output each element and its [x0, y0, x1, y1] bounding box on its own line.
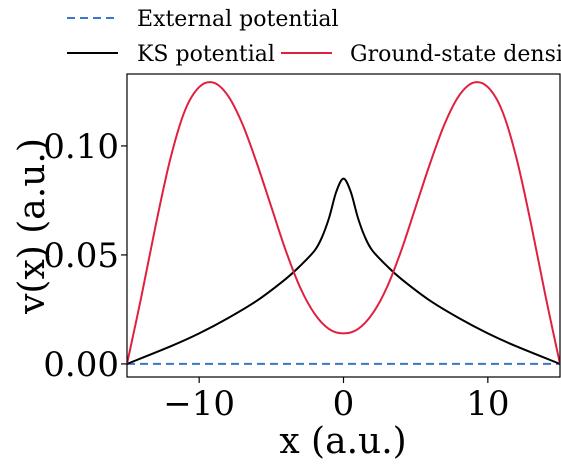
- x-axis-ticks: −10 0 10: [163, 377, 509, 424]
- x-tick-label: 0: [333, 384, 355, 424]
- legend: External potential KS potential Ground-s…: [67, 7, 561, 67]
- y-axis-ticks: 0.00 0.05 0.10: [43, 127, 127, 385]
- y-tick-label: 0.05: [43, 236, 119, 276]
- series-ground-state-density: [127, 81, 560, 365]
- y-tick-label: 0.00: [43, 345, 119, 385]
- legend-label-ground-state-density: Ground-state density: [350, 42, 561, 67]
- series-ks-potential: [127, 177, 560, 365]
- x-axis-label: x (a.u.): [279, 421, 406, 462]
- plot-frame: [126, 73, 561, 378]
- legend-label-ks-potential: KS potential: [137, 42, 275, 67]
- x-tick-label: −10: [163, 384, 235, 424]
- x-tick-label: 10: [466, 384, 509, 424]
- y-axis-label: v(x) (a.u.): [12, 138, 53, 315]
- y-tick-label: 0.10: [43, 127, 119, 167]
- series-layer: [127, 81, 560, 365]
- legend-label-external-potential: External potential: [137, 7, 339, 32]
